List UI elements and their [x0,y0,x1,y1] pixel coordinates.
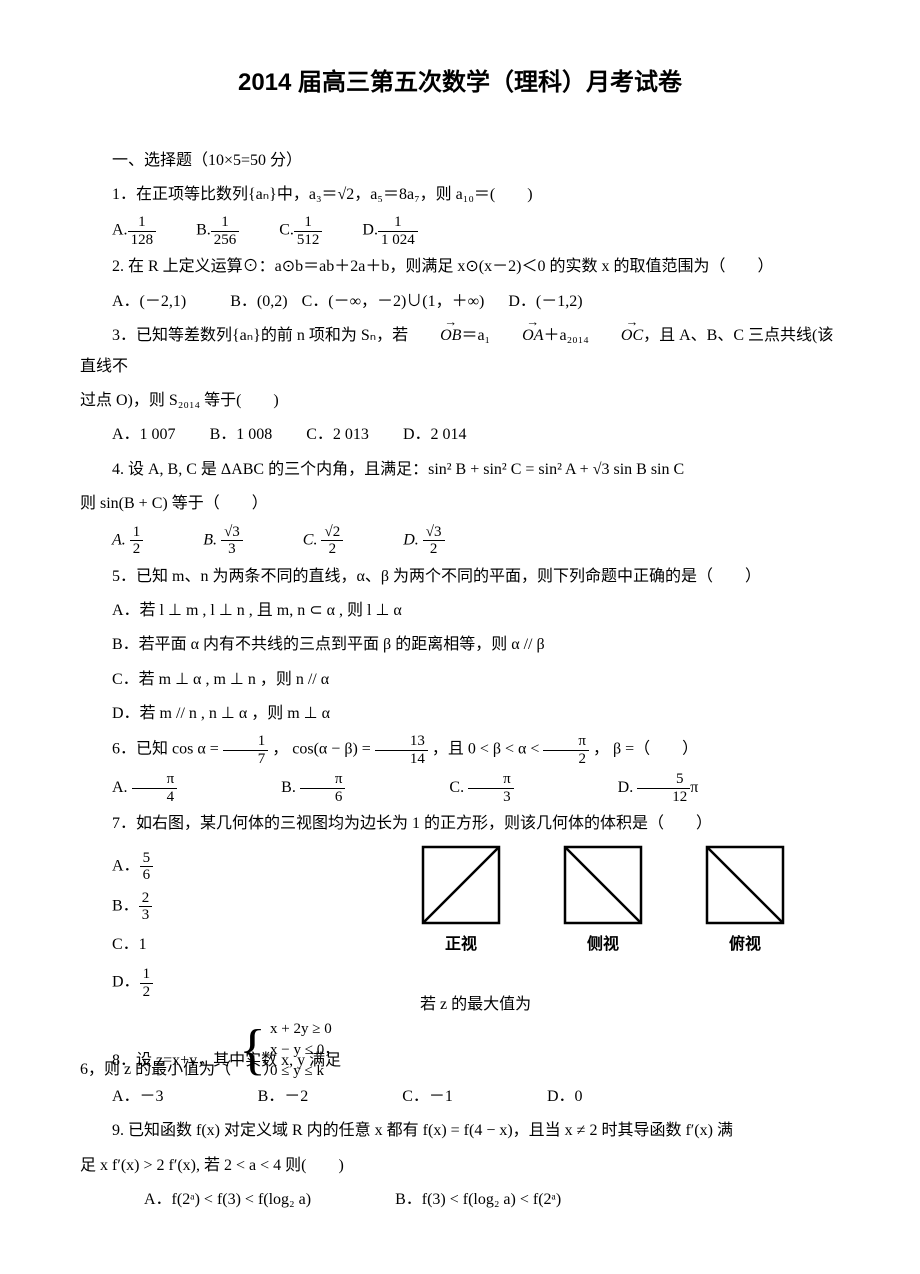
q3-opt-d: D．2 014 [403,426,467,443]
three-views: 正视 侧视 俯视 若 z 的最大值为 [420,844,840,1031]
q8-options: A．－3 B．－2 C．－1 D．0 [80,1082,840,1112]
q7-opt-b: B．23 [112,890,340,924]
q6-options: A. π4 B. π6 C. π3 D. 512π [80,771,840,805]
q7-opt-c: C．1 [112,930,340,960]
q1-opt-a: A.1128 [112,214,156,248]
q2-opt-c: C．(－∞，－2)∪(1，＋∞) [302,293,485,310]
q4-options: A. 12 B. √33 C. √22 D. √32 [112,524,840,558]
q3-opt-a: A．1 007 [112,426,176,443]
q8-opt-b: B．－2 [258,1088,309,1105]
q9-opt-a: A．f(2ᵃ) < f(3) < f(log₂ a) [144,1191,311,1208]
q8-prefix: 8．设 z=x+y，其中实数 x, y 满足 [112,1046,840,1076]
q9-stem: 9. 已知函数 f(x) 对定义域 R 内的任意 x 都有 f(x) = f(4… [80,1116,840,1146]
q5-stem: 5．已知 m、n 为两条不同的直线，α、β 为两个不同的平面，则下列命题中正确的… [80,562,840,592]
q5-opt-d: D．若 m // n , n ⊥ α ，则 m ⊥ α [80,699,840,729]
q8-cases: { x + 2y ≥ 0 x − y ≤ 0， 0 ≤ y ≤ k [239,1019,339,1082]
top-view: 俯视 [704,844,786,960]
q5-opt-c: C．若 m ⊥ α , m ⊥ n ，则 n // α [80,665,840,695]
q6-opt-a: A. π4 [112,779,177,796]
q3-stem-line2: 过点 O)，则 S₂₀₁₄ 等于( ) [80,386,840,416]
q2-opt-a: A．(－2,1) [112,293,186,310]
q6-opt-b: B. π6 [281,779,345,796]
front-view: 正视 [420,844,502,960]
q7-stem: 7．如右图，某几何体的三视图均为边长为 1 的正方形，则该几何体的体积是（ ） [80,809,840,839]
q3-options: A．1 007 B．1 008 C．2 013 D．2 014 [80,420,840,450]
q9-options: A．f(2ᵃ) < f(3) < f(log₂ a) B．f(3) < f(lo… [144,1185,840,1215]
q6-opt-d: D. 512π [618,779,699,796]
q2-opt-d: D．(－1,2) [508,293,582,310]
q4-stem2: 则 sin(B + C) 等于（ ） [80,489,840,519]
q3-opt-c: C．2 013 [306,426,369,443]
q5-opt-a: A．若 l ⊥ m , l ⊥ n , 且 m, n ⊂ α , 则 l ⊥ α [80,596,840,626]
q9-opt-b: B．f(3) < f(log₂ a) < f(2ᵃ) [395,1191,561,1208]
q4-opt-d: D. √32 [403,524,444,558]
q6-stem: 6．已知 cos α = 17 ， cos(α − β) = 1314 ，且 0… [80,733,840,767]
q4-stem: 4. 设 A, B, C 是 ΔABC 的三个内角，且满足：sin² B + s… [80,455,840,485]
q4-opt-c: C. √22 [303,524,343,558]
q2-opt-b: B．(0,2) [230,293,287,310]
side-view: 侧视 [562,844,644,960]
q5-opt-b: B．若平面 α 内有不共线的三点到平面 β 的距离相等，则 α // β [80,630,840,660]
q7-opt-a: A．56 [112,850,340,884]
q1-opt-c: C.1512 [279,214,322,248]
page-title: 2014 届高三第五次数学（理科）月考试卷 [80,60,840,106]
q1-opt-b: B.1256 [196,214,239,248]
q9-stem2: 足 x f′(x) > 2 f′(x), 若 2 < a < 4 则( ) [80,1151,840,1181]
q7-options: A．56 B．23 C．1 D．12 [80,844,340,1006]
q8-right-text: 若 z 的最大值为 [420,990,531,1030]
q1-stem: 1．在正项等比数列{aₙ}中，a₃＝√2，a₅＝8a₇，则 a₁₀＝( ) [80,180,840,210]
q1-opt-d: D.11 024 [362,214,417,248]
q4-opt-a: A. 12 [112,524,143,558]
q8-opt-c: C．－1 [402,1088,453,1105]
q8-opt-a: A．－3 [112,1088,164,1105]
q8-opt-d: D．0 [547,1088,583,1105]
q3-stem-line1: 3．已知等差数列{aₙ}的前 n 项和为 Sₙ，若OB＝a₁OA＋a₂₀₁₄OC… [80,321,840,382]
q7-opt-d: D．12 [112,966,340,1000]
section-1-heading: 一、选择题（10×5=50 分） [80,146,840,176]
q2-stem: 2. 在 R 上定义运算⊙：a⊙b＝ab＋2a＋b，则满足 x⊙(x－2)＜0 … [80,252,840,282]
q6-opt-c: C. π3 [449,779,513,796]
q1-options: A.1128 B.1256 C.1512 D.11 024 [112,214,840,248]
q3-opt-b: B．1 008 [210,426,273,443]
q4-opt-b: B. √33 [203,524,243,558]
